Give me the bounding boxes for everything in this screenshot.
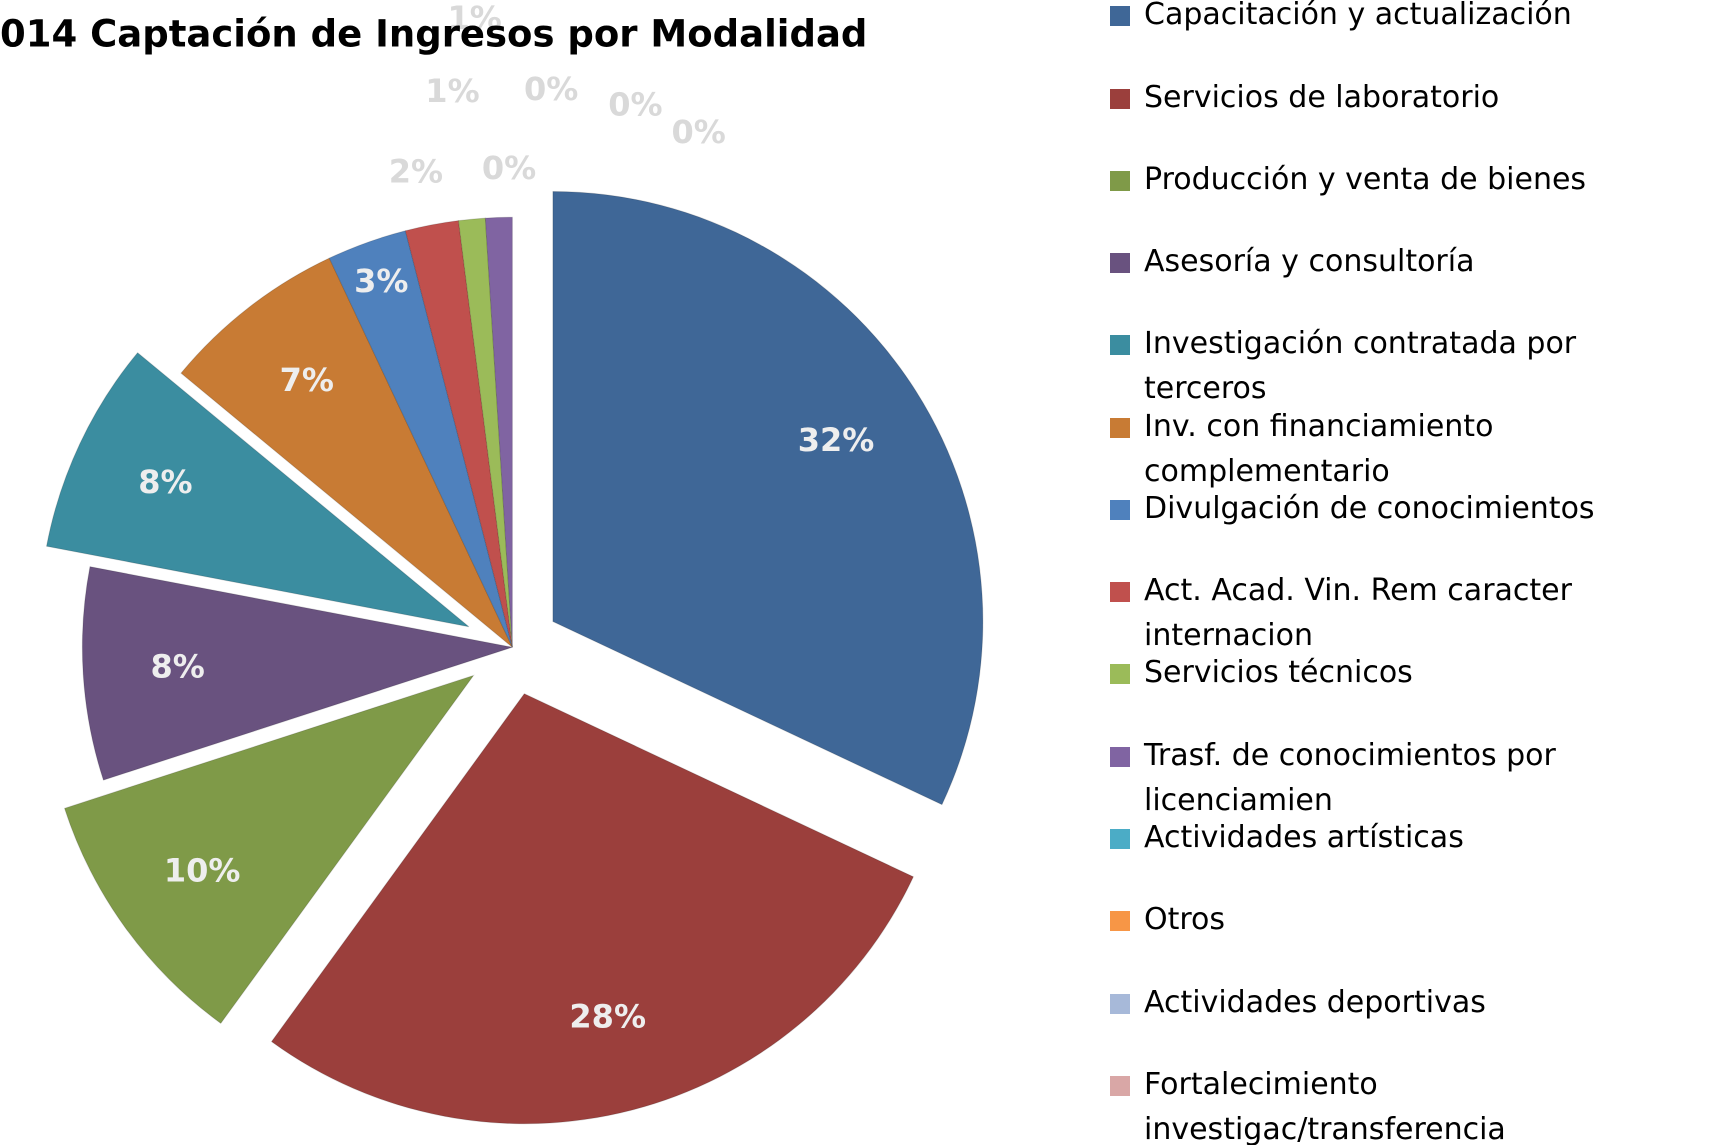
legend-swatch: [1110, 993, 1130, 1014]
legend-swatch: [1110, 829, 1130, 849]
legend-label: Inv. con financiamiento complementario: [1144, 408, 1494, 489]
data-label: 8%: [150, 647, 204, 685]
legend-swatch: [1110, 88, 1130, 109]
legend-label: Otros: [1144, 902, 1226, 938]
data-label: 0%: [524, 70, 578, 108]
legend-swatch: [1110, 664, 1130, 685]
data-label: 7%: [280, 361, 334, 399]
legend-swatch: [1110, 6, 1130, 27]
data-label: 8%: [138, 463, 192, 501]
pie-slice: [63, 674, 475, 1025]
legend-label: Producción y venta de bienes: [1144, 161, 1587, 197]
data-label: 32%: [798, 421, 875, 459]
legend-label: Asesoría y consultoría: [1144, 244, 1475, 280]
legend-label: Capacitación y actualización: [1144, 0, 1572, 33]
legend-swatch: [1110, 746, 1130, 767]
legend-swatch: [1110, 170, 1130, 191]
data-label: 0%: [482, 149, 536, 187]
data-label: 0%: [608, 85, 662, 123]
legend-label: Investigación contratada por terceros: [1144, 326, 1577, 407]
legend-label: Act. Acad. Vin. Rem caracter internacion: [1144, 573, 1572, 654]
pie-slice: [552, 191, 984, 806]
data-label: 3%: [354, 262, 408, 300]
legend-label: Servicios de laboratorio: [1144, 79, 1500, 115]
pie-slice: [404, 220, 513, 648]
legend-label: Divulgación de conocimientos: [1144, 490, 1595, 526]
data-label: 0%: [672, 113, 726, 151]
pie-slice: [45, 351, 470, 628]
legend-swatch: [1110, 417, 1130, 438]
legend-swatch: [1110, 911, 1130, 932]
pie-slice: [484, 216, 513, 648]
pie-slice: [81, 566, 513, 781]
legend-label: Actividades artísticas: [1144, 820, 1464, 855]
chart-title: 014 Captación de Ingresos por Modalidad: [0, 13, 867, 56]
legend-swatch: [1110, 1075, 1130, 1096]
legend-label: Fortalecimiento investigac/transferencia: [1144, 1066, 1506, 1145]
legend-label: Actividades deportivas: [1144, 984, 1486, 1020]
data-label: 10%: [164, 852, 241, 890]
legend-swatch: [1110, 335, 1130, 356]
pie: [45, 191, 984, 1125]
legend-swatch: [1110, 582, 1130, 603]
pie-slice: [270, 693, 915, 1125]
data-label: 2%: [389, 152, 443, 190]
pie-slice: [180, 257, 513, 648]
pie-slice: [328, 230, 513, 648]
data-labels: 32% 28% 10% 8% 8% 7% 3% 2% 1% 1% 0% 0% 0% 0%: [138, 0, 874, 1036]
legend-swatch: [1110, 499, 1130, 520]
legend-swatch: [1110, 253, 1130, 274]
pie-slice: [457, 217, 513, 648]
legend-label: Trasf. de conocimientos por licenciamien: [1144, 737, 1556, 818]
data-label: 28%: [569, 998, 646, 1036]
legend-label: Servicios técnicos: [1144, 655, 1413, 691]
data-label: 1%: [447, 0, 501, 37]
data-label: 1%: [425, 72, 479, 110]
